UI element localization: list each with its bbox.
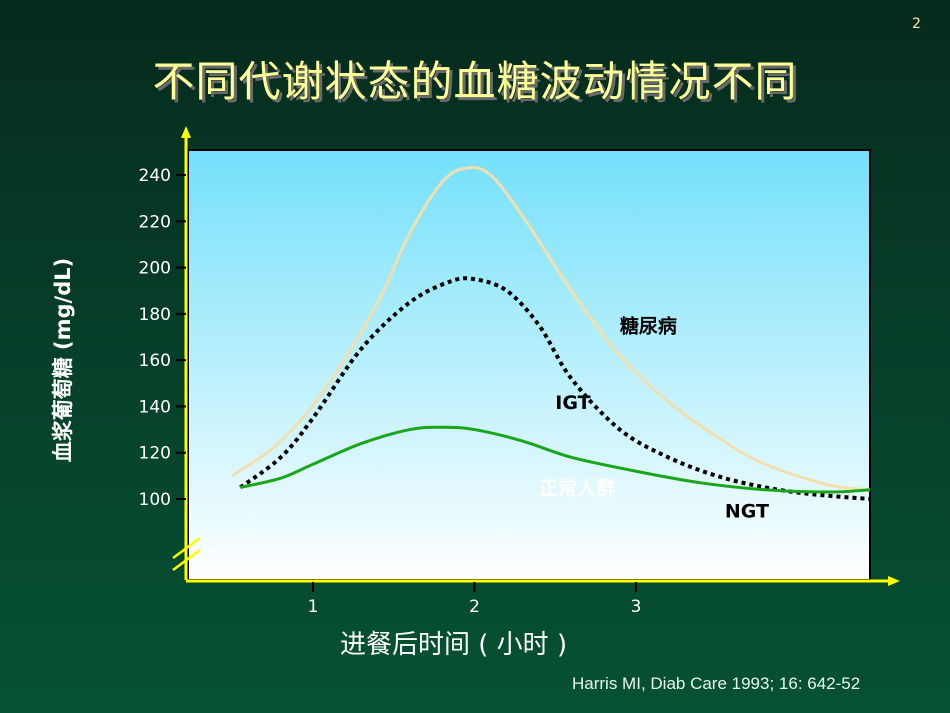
citation: Harris MI, Diab Care 1993; 16: 642-52 <box>572 674 861 693</box>
y-axis-label: 血浆葡萄糖 (mg/dL) <box>51 257 75 463</box>
y-axis: 100 120 140 160 180 200 220 240 <box>139 126 201 580</box>
label-igt: IGT <box>555 392 590 414</box>
page-number: 2 <box>912 16 921 32</box>
axis-break-icon <box>172 536 201 560</box>
y-tick-label: 180 <box>139 305 171 325</box>
plot-area <box>187 149 871 581</box>
label-ngt: NGT <box>725 501 769 523</box>
y-tick-label: 220 <box>139 212 171 232</box>
x-axis: 1 2 3 <box>186 576 900 617</box>
y-tick-label: 100 <box>139 490 171 510</box>
y-tick-label: 240 <box>139 166 171 186</box>
label-normal-population: 正常人群 <box>539 476 615 499</box>
y-tick-label: 200 <box>139 259 171 279</box>
series-ngt-line <box>239 425 871 494</box>
series-igt-line <box>239 276 871 501</box>
x-tick-label: 1 <box>308 597 319 617</box>
x-axis-label: 进餐后时间 ( 小时 ) <box>340 630 568 660</box>
label-diabetes: 糖尿病 <box>620 314 677 337</box>
series-diabetes-line <box>231 166 871 492</box>
x-tick-label: 2 <box>469 597 480 617</box>
slide-title: 不同代谢状态的血糖波动情况不同 <box>152 57 798 106</box>
y-tick-label: 160 <box>139 351 171 371</box>
x-tick-label: 3 <box>631 597 642 617</box>
y-tick-label: 140 <box>139 397 171 417</box>
y-tick-label: 120 <box>139 444 171 464</box>
